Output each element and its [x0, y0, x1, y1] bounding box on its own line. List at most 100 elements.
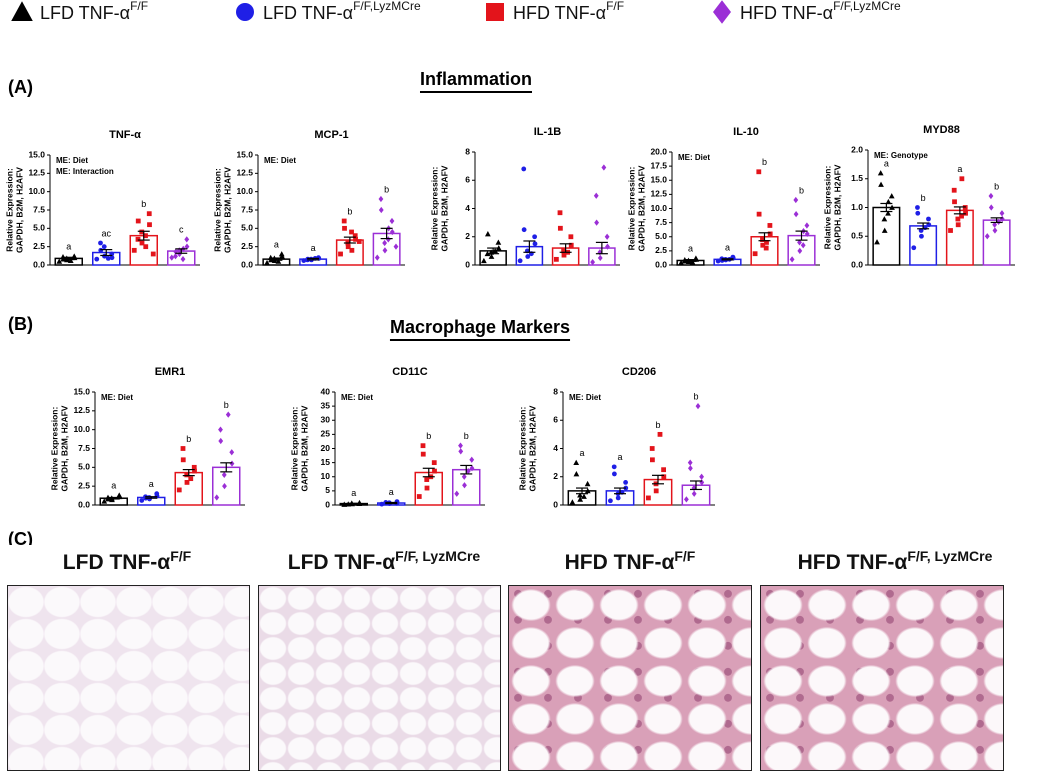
data-point — [684, 496, 689, 503]
annotation: ME: Diet — [569, 393, 601, 402]
data-point — [992, 221, 998, 228]
data-point — [420, 443, 426, 449]
micrograph — [760, 585, 1004, 771]
data-point — [661, 467, 666, 473]
significance-letter: a — [149, 479, 154, 489]
data-point — [374, 254, 380, 261]
annotation: ME: Diet — [101, 393, 133, 402]
data-point — [553, 256, 559, 262]
y-tick-label: 7.5 — [241, 204, 253, 214]
legend-marker — [236, 3, 254, 21]
chart-title: TNF-α — [109, 129, 141, 141]
legend-label: LFD TNF-αF/F,LyzMCre — [263, 0, 421, 23]
y-tick-label: 2.5 — [241, 241, 253, 251]
annotation: ME: Diet — [678, 153, 710, 162]
data-point — [955, 216, 961, 222]
data-point — [568, 234, 574, 240]
y-axis-label: GAPDH, B2M, H2AFV — [299, 405, 309, 491]
data-point — [804, 230, 810, 238]
data-point — [767, 231, 773, 237]
data-point — [424, 477, 430, 482]
y-tick-label: 0.0 — [33, 259, 45, 269]
y-axis-label: Relative Expression: — [626, 167, 636, 251]
legend-name: HFD TNF-α — [740, 3, 833, 23]
significance-letter: a — [389, 487, 394, 497]
significance-letter: b — [224, 400, 229, 410]
image-title: LFD TNF-αF/F — [62, 548, 192, 574]
data-point — [495, 239, 502, 245]
data-point — [573, 459, 580, 466]
y-tick-label: 10.0 — [650, 203, 667, 213]
data-point — [98, 240, 103, 246]
data-point — [800, 242, 806, 249]
y-axis-label: GAPDH, B2M, H2AFV — [527, 405, 537, 491]
data-point — [752, 251, 758, 257]
data-point — [590, 259, 596, 266]
data-point — [147, 222, 152, 228]
significance-letter: a — [111, 481, 116, 491]
data-point — [615, 495, 621, 501]
y-tick-label: 6 — [465, 175, 470, 185]
data-point — [611, 464, 617, 470]
y-tick-label: 6 — [553, 415, 558, 425]
annotation: ME: Diet — [341, 393, 373, 402]
legend-marker — [11, 1, 33, 21]
chart-title: CD11C — [392, 366, 428, 378]
y-tick-label: 1.0 — [851, 202, 863, 212]
data-point — [691, 490, 697, 497]
data-point — [767, 223, 773, 228]
annotation: ME: Genotype — [874, 151, 928, 160]
y-tick-label: 0.0 — [851, 259, 863, 269]
annotation: ME: Diet — [56, 156, 88, 165]
y-tick-label: 5 — [325, 485, 330, 495]
data-point — [180, 457, 186, 463]
image-title: LFD TNF-αF/F, LyzMCre — [287, 548, 481, 574]
significance-letter: ac — [101, 228, 111, 238]
micrograph — [508, 585, 752, 771]
y-tick-label: 5.0 — [78, 462, 90, 472]
data-point — [911, 245, 917, 251]
data-point — [60, 254, 66, 260]
data-point — [988, 192, 994, 200]
legend-sup: F/F,LyzMCre — [833, 0, 901, 13]
micrograph — [7, 585, 250, 771]
y-tick-label: 0 — [553, 499, 558, 509]
data-point — [469, 456, 475, 463]
data-point — [604, 233, 610, 240]
data-point — [382, 239, 388, 247]
data-point — [689, 259, 696, 265]
y-tick-label: 0 — [325, 499, 330, 509]
y-tick-label: 15.0 — [73, 386, 90, 396]
data-point — [484, 231, 491, 237]
y-tick-label: 12.5 — [28, 168, 45, 178]
significance-letter: a — [884, 158, 889, 168]
data-point — [561, 248, 567, 254]
significance-letter: b — [693, 392, 698, 402]
data-point — [915, 205, 920, 210]
data-point — [888, 193, 895, 199]
data-point — [597, 254, 603, 262]
data-point — [532, 234, 538, 240]
y-tick-label: 8 — [553, 386, 558, 396]
y-axis-label: Relative Expression: — [822, 166, 832, 250]
data-point — [919, 233, 924, 239]
y-tick-label: 12.5 — [73, 405, 90, 415]
chart-panels: LFD TNF-αF/F LFD TNF-αF/F,LyzMCre HFD TNF-… — [4, 0, 1015, 545]
y-tick-label: 4 — [465, 203, 470, 213]
significance-letter: b — [426, 431, 431, 441]
y-axis-label: GAPDH, B2M, H2AFV — [59, 405, 69, 491]
data-point — [139, 229, 145, 235]
data-point — [797, 239, 802, 246]
data-point — [229, 449, 235, 456]
section-label: (A) — [8, 77, 33, 97]
y-tick-label: 0.5 — [851, 231, 863, 241]
data-point — [649, 446, 655, 451]
data-point — [180, 256, 186, 263]
data-point — [222, 483, 227, 490]
data-point — [577, 492, 583, 498]
data-point — [169, 254, 175, 261]
data-point — [756, 211, 762, 217]
y-tick-label: 1.5 — [851, 173, 863, 183]
data-point — [797, 247, 803, 254]
data-point — [424, 485, 430, 491]
